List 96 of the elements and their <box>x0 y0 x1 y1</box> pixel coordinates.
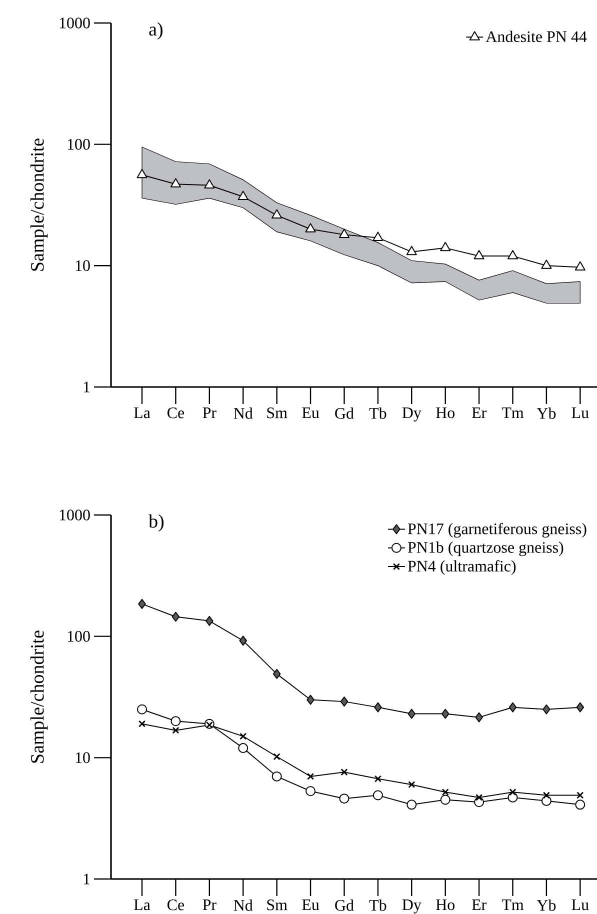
point <box>408 708 416 719</box>
point <box>136 168 148 178</box>
x-tick-label: Er <box>472 900 486 910</box>
point <box>238 743 248 754</box>
point <box>338 228 350 238</box>
x-tick-label: Pr <box>202 408 216 418</box>
point <box>238 190 248 200</box>
point <box>339 794 350 804</box>
x-tick-label: Sm <box>267 408 288 418</box>
x-tick-label: Er <box>472 408 486 418</box>
x-tick-label: Tb <box>369 408 386 419</box>
x-tick-label: La <box>134 900 150 910</box>
x-tick-label: Nd <box>234 900 253 911</box>
point <box>172 612 180 622</box>
point <box>372 790 383 800</box>
point <box>475 712 483 722</box>
y-tick-label: 100 <box>68 630 90 642</box>
y-tick-label: 1000 <box>60 510 90 520</box>
y-axis-title: Sample/chondrite <box>30 630 48 763</box>
point <box>306 694 314 705</box>
point <box>306 786 316 796</box>
point <box>272 771 282 782</box>
y-tick-label: 1 <box>84 382 90 392</box>
point <box>440 242 451 252</box>
x-tick-label: Sm <box>267 900 288 910</box>
x-tick-label: La <box>134 408 150 418</box>
x-tick-label: Eu <box>302 900 320 910</box>
x-tick-label: Yb <box>536 408 556 419</box>
x-tick-label: Nd <box>234 408 253 419</box>
point <box>440 794 450 805</box>
point <box>240 732 247 740</box>
point <box>372 232 384 241</box>
point <box>239 636 247 646</box>
point <box>307 772 314 780</box>
x-tick-label: Tm <box>502 900 524 910</box>
point <box>474 250 484 260</box>
point <box>305 223 316 232</box>
x-tick-label: Pr <box>202 900 216 910</box>
point <box>206 721 213 728</box>
point <box>272 209 282 219</box>
point <box>340 696 348 707</box>
point <box>137 704 148 714</box>
point <box>273 753 280 760</box>
x-tick-label: Eu <box>302 408 320 418</box>
legend-label: PN1b (quartzose gneiss) <box>408 542 564 556</box>
y-tick-label: 100 <box>68 138 90 150</box>
legend-label: PN17 (garnetiferous gneiss) <box>408 522 586 538</box>
point <box>340 768 348 776</box>
point <box>542 704 550 714</box>
legend-label: Andesite PN 44 <box>486 30 587 42</box>
point <box>272 668 281 679</box>
y-tick-label: 1 <box>84 874 90 884</box>
y-tick-label: 10 <box>76 260 90 272</box>
x-tick-label: Gd <box>335 408 354 419</box>
point <box>138 598 146 609</box>
x-tick-label: Yb <box>536 900 556 911</box>
point <box>508 702 517 712</box>
x-tick-label: Ce <box>167 408 184 418</box>
point <box>170 178 181 188</box>
point <box>542 792 550 799</box>
x-tick-label: Ho <box>436 900 455 910</box>
point <box>509 788 516 796</box>
point <box>575 800 586 810</box>
point <box>476 794 483 801</box>
chart-title: b) <box>148 514 164 532</box>
x-tick-label: Lu <box>572 408 589 418</box>
point <box>206 616 214 626</box>
point <box>172 726 180 734</box>
point <box>204 179 215 188</box>
point <box>541 260 552 269</box>
point <box>374 702 382 712</box>
x-tick-label: Gd <box>335 900 354 911</box>
legend-label: PN4 (ultramafic) <box>408 560 516 575</box>
y-tick-label: 10 <box>76 752 90 764</box>
x-tick-label: Tb <box>369 900 386 911</box>
point <box>574 261 586 271</box>
point <box>441 708 450 719</box>
point <box>374 775 382 782</box>
x-tick-label: Ho <box>436 408 455 418</box>
point <box>406 800 417 810</box>
x-tick-label: Dy <box>402 408 422 422</box>
x-tick-label: Lu <box>572 900 589 910</box>
x-tick-label: Dy <box>402 900 422 914</box>
point <box>408 781 416 788</box>
point <box>576 702 584 712</box>
point <box>507 250 518 260</box>
point <box>170 716 181 726</box>
point <box>406 246 417 256</box>
chart-title: a) <box>149 22 162 40</box>
x-tick-label: Ce <box>167 900 184 910</box>
y-tick-label: 1000 <box>60 18 90 28</box>
x-tick-label: Tm <box>502 408 524 418</box>
point <box>138 720 146 728</box>
point <box>576 792 584 799</box>
y-axis-title: Sample/chondrite <box>30 138 48 271</box>
point <box>442 788 449 796</box>
